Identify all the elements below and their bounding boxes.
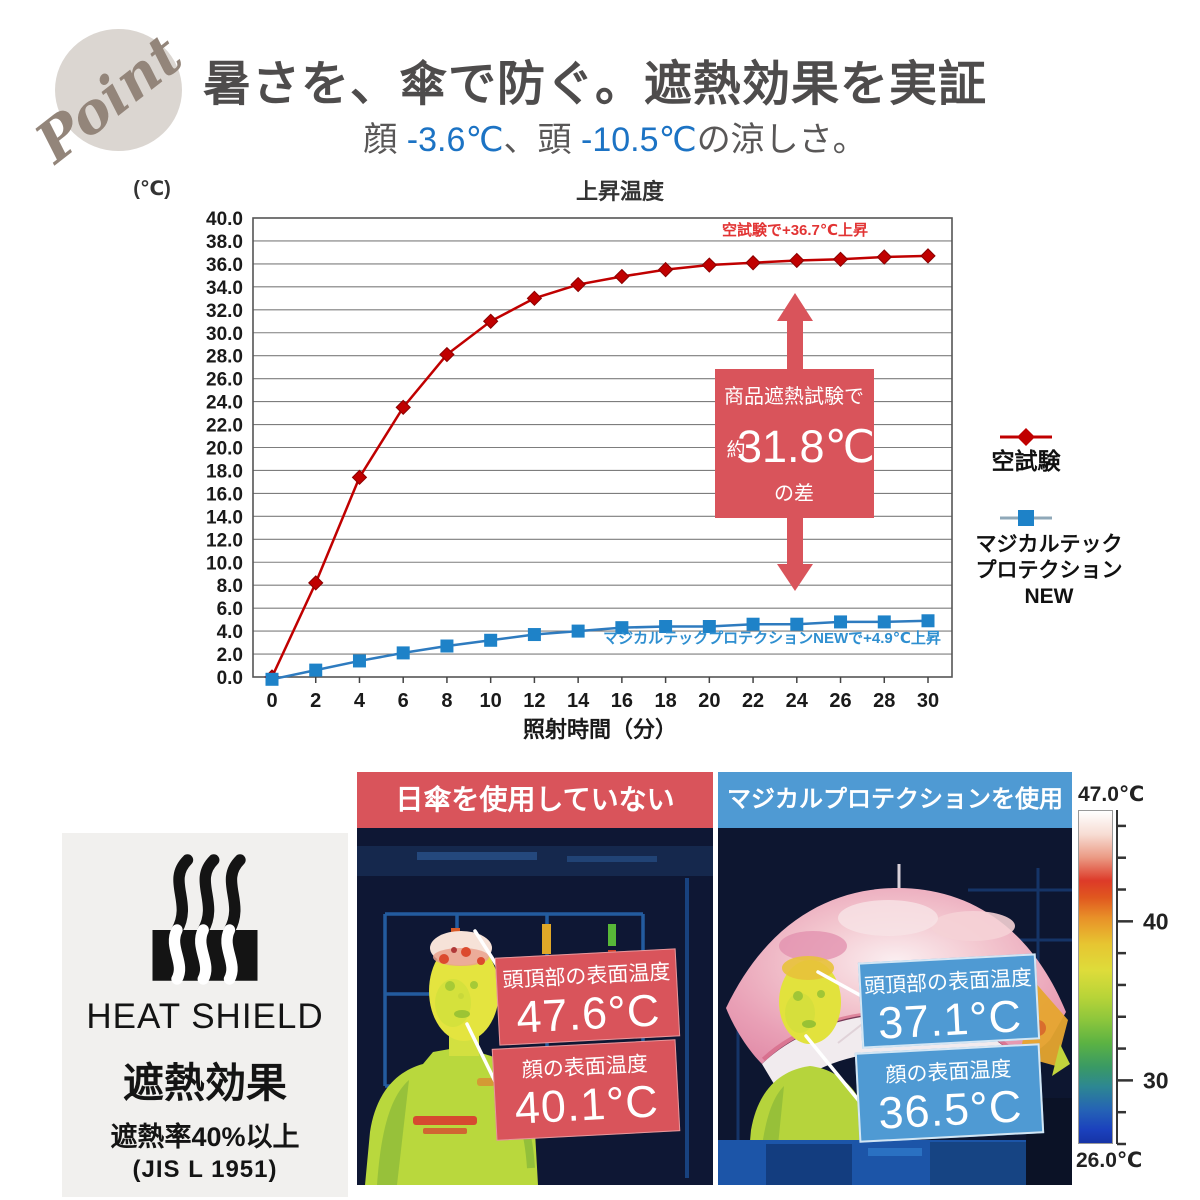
svg-text:10.0: 10.0: [206, 553, 243, 574]
annotation-protection: マジカルテックプロテクションNEWで+4.9℃上昇: [603, 630, 941, 647]
page-subtitle: 顔 -3.6℃、頭 -10.5℃の涼しさ。: [215, 112, 1015, 161]
svg-text:10: 10: [480, 690, 502, 712]
svg-text:40.0: 40.0: [206, 209, 243, 230]
svg-text:30.0: 30.0: [206, 324, 243, 345]
svg-text:14.0: 14.0: [206, 507, 243, 528]
panel-no-parasol-header: 日傘を使用していない: [357, 772, 713, 828]
heat-shield-title: HEAT SHIELD: [86, 997, 324, 1036]
temperature-scale: 47.0℃ 40 30 26.0℃: [1075, 782, 1200, 1192]
svg-text:24.0: 24.0: [206, 393, 243, 414]
svg-text:8.0: 8.0: [217, 576, 243, 597]
scale-min-label: 26.0℃: [1076, 1149, 1143, 1172]
temp-label-head-with-parasol: 頭頂部の表面温度 37.1°C: [857, 953, 1041, 1049]
svg-text:2: 2: [310, 690, 321, 712]
svg-text:28: 28: [873, 690, 895, 712]
subtitle-head-delta: -10.5℃: [581, 121, 697, 159]
svg-text:28.0: 28.0: [206, 347, 243, 368]
svg-text:4.0: 4.0: [217, 622, 243, 643]
steam-waves: [168, 854, 246, 985]
svg-text:約: 約: [726, 439, 745, 461]
temp-label-head-no-parasol: 頭頂部の表面温度 47.6°C: [494, 948, 681, 1046]
axis-labels: 0.02.04.06.08.010.012.014.016.018.020.02…: [206, 209, 939, 712]
page-title: 暑さを、傘で防ぐ。遮熱効果を実証: [203, 58, 988, 111]
temp-label-face-no-parasol: 顔の表面温度 40.1°C: [491, 1039, 681, 1141]
series-protection: [265, 614, 935, 686]
svg-text:16.0: 16.0: [206, 484, 243, 505]
temp-label-value: 36.5°C: [877, 1080, 1024, 1139]
panel-with-parasol: マジカルプロテクションを使用: [718, 772, 1072, 1185]
svg-text:30: 30: [1143, 1067, 1169, 1093]
svg-text:16: 16: [611, 690, 633, 712]
temperature-chart: 0.02.04.06.08.010.012.014.016.018.020.02…: [133, 178, 1123, 742]
svg-text:26.0: 26.0: [206, 370, 243, 391]
svg-text:22: 22: [742, 690, 764, 712]
svg-text:空試験: 空試験: [992, 448, 1062, 474]
subtitle-text-3: の涼しさ。: [696, 121, 867, 159]
panel-with-parasol-header: マジカルプロテクションを使用: [718, 772, 1072, 828]
svg-text:30: 30: [917, 690, 939, 712]
temp-label-value: 47.6°C: [515, 984, 662, 1043]
svg-text:6.0: 6.0: [217, 599, 243, 620]
scale-gradient-bar: [1078, 810, 1113, 1144]
svg-text:40: 40: [1143, 908, 1169, 934]
svg-text:0.0: 0.0: [217, 668, 243, 689]
chart-x-label: 照射時間（分）: [523, 717, 677, 742]
svg-text:18.0: 18.0: [206, 461, 243, 482]
svg-text:の差: の差: [774, 482, 814, 505]
scale-max-label: 47.0℃: [1078, 783, 1145, 806]
svg-text:マジカルテック: マジカルテック: [976, 533, 1123, 556]
heat-shield-effect: 遮熱効果: [123, 1060, 287, 1106]
plot-border: [252, 217, 953, 678]
subtitle-text-1: 顔: [363, 121, 407, 159]
svg-text:0: 0: [266, 690, 277, 712]
svg-text:18: 18: [654, 690, 676, 712]
svg-text:12.0: 12.0: [206, 530, 243, 551]
svg-text:22.0: 22.0: [206, 416, 243, 437]
point-badge: [55, 29, 182, 151]
annotation-blank-test: 空試験で+36.7℃上昇: [722, 221, 868, 239]
subtitle-face-delta: -3.6℃: [406, 121, 504, 159]
background-lines: [736, 868, 1072, 1158]
svg-text:32.0: 32.0: [206, 301, 243, 322]
chart-y-unit: (℃): [133, 178, 171, 200]
svg-text:20.0: 20.0: [206, 439, 243, 460]
heat-shield-icon: [152, 854, 258, 985]
svg-text:6: 6: [398, 690, 409, 712]
svg-text:31.8℃: 31.8℃: [737, 421, 875, 472]
chart-title: 上昇温度: [576, 179, 665, 204]
heat-shield-standard: (JIS L 1951): [132, 1156, 278, 1183]
svg-text:NEW: NEW: [1025, 585, 1074, 608]
svg-text:2.0: 2.0: [217, 645, 243, 666]
svg-text:36.0: 36.0: [206, 255, 243, 276]
svg-text:12: 12: [523, 690, 545, 712]
svg-text:20: 20: [698, 690, 720, 712]
scale-ticks: 40 30: [1116, 810, 1169, 1146]
foreground: [718, 1098, 1072, 1185]
temp-label-face-with-parasol: 顔の表面温度 36.5°C: [854, 1043, 1045, 1143]
svg-text:14: 14: [567, 690, 590, 712]
heat-shield-card: HEAT SHIELD 遮熱効果 遮熱率40%以上 (JIS L 1951): [62, 833, 348, 1197]
svg-text:商品遮熱試験で: 商品遮熱試験で: [724, 385, 864, 408]
svg-text:プロテクション: プロテクション: [976, 559, 1123, 582]
svg-text:4: 4: [354, 690, 366, 712]
panel-no-parasol: 日傘を使用していない: [357, 772, 713, 1185]
series-blank-test: [264, 248, 936, 685]
svg-text:24: 24: [786, 690, 809, 712]
heat-shield-rate: 遮熱率40%以上: [110, 1122, 300, 1152]
temp-label-value: 40.1°C: [513, 1075, 661, 1134]
svg-text:38.0: 38.0: [206, 232, 243, 253]
svg-text:34.0: 34.0: [206, 278, 243, 299]
subtitle-text-2: 、頭: [503, 121, 581, 159]
temp-label-value: 37.1°C: [876, 990, 1024, 1049]
svg-text:26: 26: [829, 690, 851, 712]
svg-text:8: 8: [441, 690, 452, 712]
